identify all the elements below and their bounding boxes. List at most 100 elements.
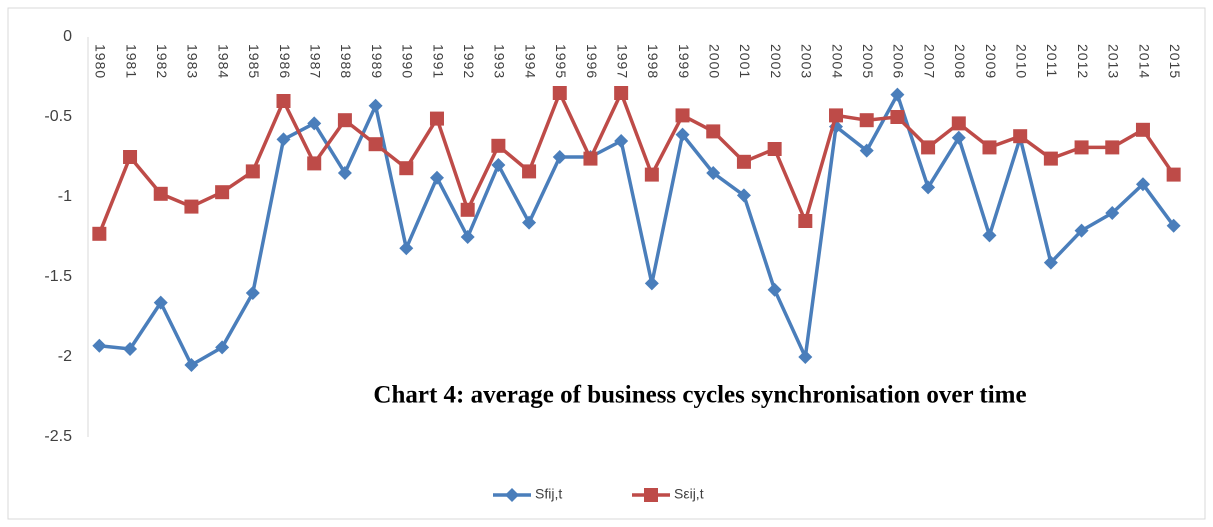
x-tick-label: 1995 — [553, 44, 569, 79]
point — [982, 228, 997, 243]
x-tick-label: 2015 — [1167, 44, 1183, 79]
point — [614, 134, 629, 148]
point — [92, 226, 107, 241]
point — [798, 214, 813, 228]
x-tick-label: 1983 — [185, 44, 201, 79]
y-tick-label: -1.5 — [44, 268, 72, 285]
point — [583, 151, 598, 166]
x-tick-label: 1990 — [400, 44, 416, 79]
point — [736, 188, 751, 203]
point — [522, 215, 537, 230]
x-tick-label: 1986 — [277, 44, 293, 79]
point — [368, 137, 383, 152]
y-tick-label: -2.5 — [44, 428, 72, 445]
x-tick-label: 2000 — [707, 44, 723, 79]
point — [153, 186, 168, 201]
legend-marker — [505, 488, 519, 502]
x-tick-label: 1998 — [645, 44, 661, 79]
legend-label: Sfij,t — [535, 486, 562, 502]
point — [736, 154, 751, 169]
point — [767, 142, 782, 156]
point — [1013, 129, 1028, 144]
point — [491, 138, 506, 153]
point — [123, 342, 138, 356]
x-tick-label: 1987 — [308, 44, 324, 79]
point — [1135, 177, 1150, 192]
point — [276, 94, 291, 108]
point — [92, 338, 107, 353]
point — [337, 166, 352, 180]
x-tick-label: 2006 — [891, 44, 907, 79]
x-tick-label: 1980 — [93, 44, 109, 79]
x-tick-label: 1991 — [430, 44, 446, 79]
point — [491, 158, 506, 172]
point — [184, 358, 199, 372]
point — [245, 164, 260, 179]
point — [951, 116, 966, 131]
point — [798, 350, 813, 364]
point — [184, 199, 199, 214]
x-tick-label: 2009 — [983, 44, 999, 79]
point — [1135, 122, 1150, 137]
x-tick-label: 2010 — [1013, 44, 1029, 79]
y-tick-label: -1 — [58, 188, 72, 205]
point — [859, 113, 874, 128]
x-tick-label: 2007 — [921, 44, 937, 79]
x-tick-label: 1996 — [584, 44, 600, 79]
point — [307, 116, 322, 131]
point — [890, 110, 905, 124]
x-tick-label: 2002 — [768, 44, 784, 79]
point — [276, 132, 291, 147]
point — [829, 108, 844, 123]
point — [675, 127, 690, 142]
point — [644, 167, 659, 182]
point — [1043, 255, 1058, 270]
point — [890, 87, 905, 102]
x-tick-label: 1981 — [123, 44, 139, 79]
x-tick-label: 1999 — [676, 44, 692, 79]
point — [307, 156, 322, 171]
x-tick-label: 1982 — [154, 44, 170, 79]
point — [1166, 167, 1181, 182]
point — [522, 164, 537, 179]
point — [982, 140, 997, 155]
point — [1105, 140, 1120, 155]
x-tick-label: 2003 — [799, 44, 815, 79]
x-tick-label: 1992 — [461, 44, 477, 79]
point — [368, 98, 383, 113]
point — [245, 286, 260, 300]
point — [614, 86, 629, 100]
x-tick-label: 2004 — [829, 44, 845, 79]
x-tick-label: 1988 — [338, 44, 354, 79]
point — [706, 166, 721, 180]
point — [429, 111, 444, 126]
point — [675, 108, 690, 123]
point — [399, 241, 414, 256]
x-tick-label: 1993 — [492, 44, 508, 79]
legend-label: Sεij,t — [674, 486, 704, 502]
y-tick-label: -0.5 — [44, 108, 72, 125]
x-tick-label: 1984 — [215, 44, 231, 79]
point — [706, 124, 721, 139]
x-tick-label: 2001 — [737, 44, 753, 79]
point — [215, 340, 230, 355]
point — [921, 140, 936, 155]
point — [552, 86, 567, 100]
x-tick-label: 2011 — [1044, 44, 1060, 78]
point — [1105, 206, 1120, 220]
x-tick-label: 2013 — [1106, 44, 1122, 79]
x-tick-label: 1985 — [246, 44, 262, 79]
point — [460, 202, 475, 217]
x-tick-label: 2014 — [1136, 44, 1152, 79]
point — [399, 161, 414, 176]
point — [1166, 218, 1181, 233]
point — [337, 113, 352, 128]
point — [1074, 140, 1089, 155]
point — [859, 143, 874, 158]
point — [1043, 151, 1058, 166]
series-line — [99, 92, 1176, 367]
point — [215, 185, 230, 200]
point — [951, 130, 966, 145]
x-tick-label: 1997 — [614, 44, 630, 79]
